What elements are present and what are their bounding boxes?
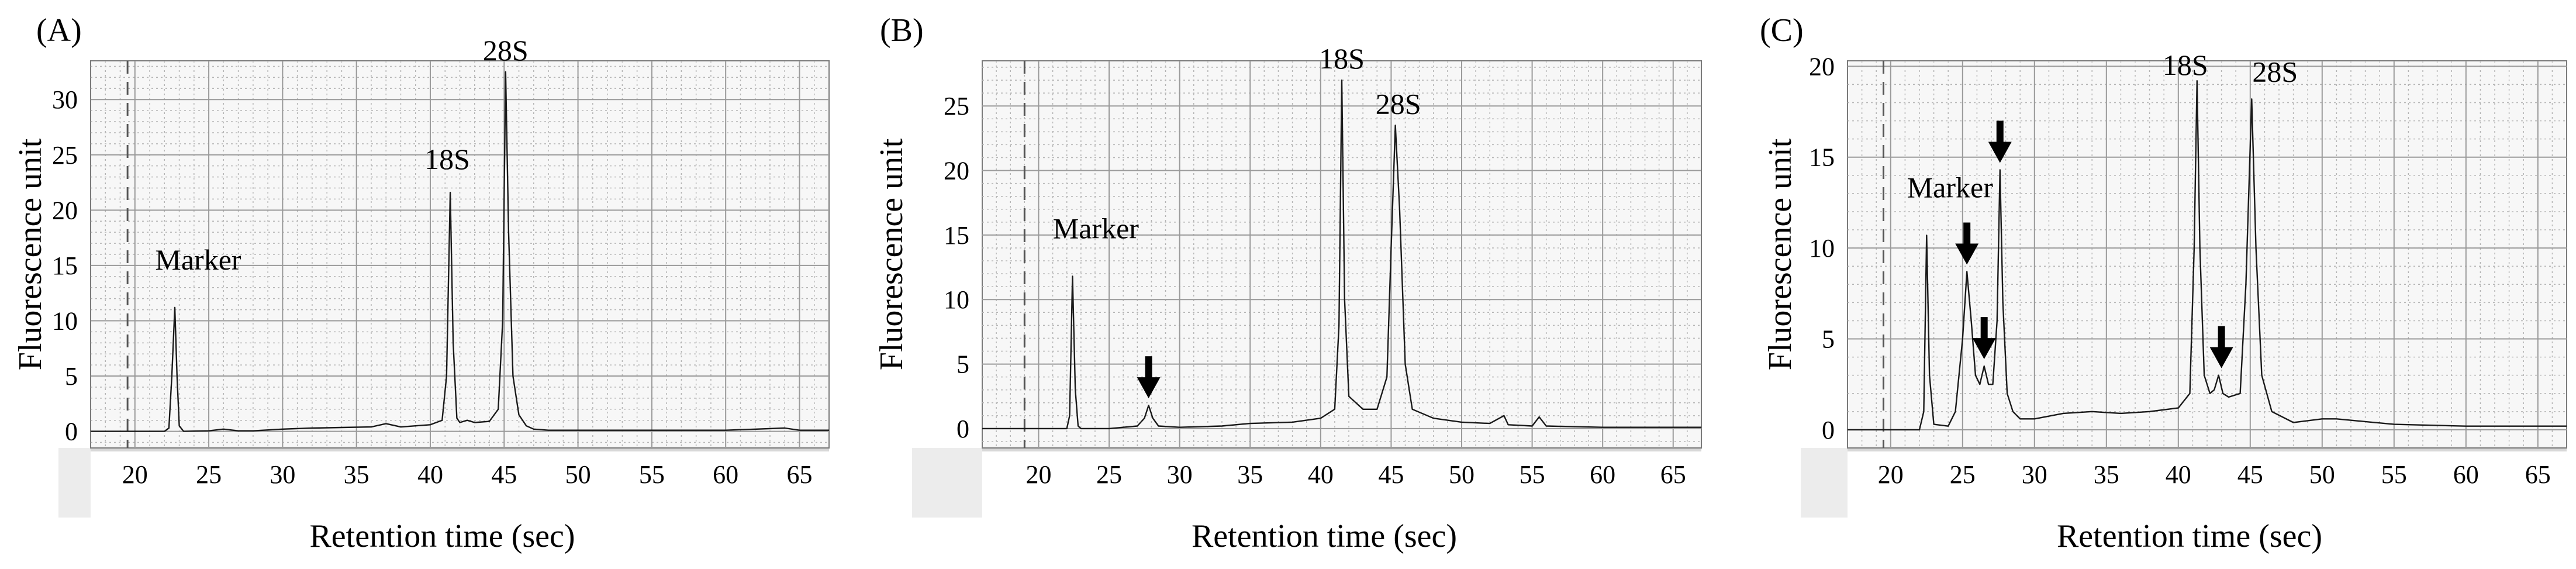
y-tick-label: 10 <box>52 306 78 335</box>
y-axis-title: Fluorescence unit <box>873 138 910 370</box>
y-tick-label: 5 <box>956 350 969 379</box>
x-tick-label: 65 <box>1660 460 1686 489</box>
down-arrow-icon <box>2209 326 2233 368</box>
y-tick-label: 20 <box>1809 52 1835 81</box>
peak-label: 18S <box>424 143 470 175</box>
down-arrow-icon <box>1972 317 1996 360</box>
frame-corner <box>1801 448 1848 518</box>
down-arrow-icon <box>1137 356 1161 399</box>
down-arrow-icon <box>1955 222 1979 265</box>
x-tick-label: 60 <box>1590 460 1615 489</box>
x-tick-label: 50 <box>1449 460 1475 489</box>
x-tick-label: 55 <box>2381 460 2407 489</box>
y-axis-title: Fluorescence unit <box>1762 138 1798 370</box>
y-axis-title: Fluorescence unit <box>12 138 49 370</box>
x-tick-label: 55 <box>1520 460 1545 489</box>
frame-corner <box>58 448 91 518</box>
frame-bottom-strip <box>982 448 1701 451</box>
x-tick-label: 35 <box>2094 460 2119 489</box>
x-axis-title: Retention time (sec) <box>309 518 575 554</box>
y-tick-label: 0 <box>65 418 78 446</box>
x-tick-label: 55 <box>639 460 665 489</box>
y-tick-label: 25 <box>944 92 969 120</box>
chart-panel-c: 20 25 30 35 40 45 50 55 60 65 0 5 10 15 20 Retention ti… <box>1760 12 2567 554</box>
x-tick-label: 25 <box>1096 460 1122 489</box>
x-tick-label: 40 <box>1308 460 1334 489</box>
y-tick-label: 25 <box>52 141 78 170</box>
grid <box>1848 61 2567 448</box>
y-tick-label: 0 <box>956 415 969 443</box>
y-tick-label: 0 <box>1822 416 1835 444</box>
x-tick-label: 60 <box>713 460 738 489</box>
x-tick-label: 30 <box>270 460 295 489</box>
peak-label: 28S <box>483 34 529 67</box>
peak-label: 18S <box>1319 42 1365 75</box>
y-tick-label: 5 <box>1822 325 1835 354</box>
x-axis-title: Retention time (sec) <box>1192 518 1457 554</box>
x-tick-label: 25 <box>196 460 222 489</box>
y-tick-label: 20 <box>944 157 969 185</box>
y-tick-label: 10 <box>1809 234 1835 263</box>
electropherogram-trace <box>982 79 1701 430</box>
grid <box>982 61 1701 448</box>
peak-label: Marker <box>155 243 241 276</box>
x-tick-label: 20 <box>1025 460 1051 489</box>
x-tick-label: 30 <box>2022 460 2047 489</box>
x-tick-label: 50 <box>2309 460 2335 489</box>
frame-bottom-strip <box>1848 448 2567 451</box>
peak-label: 28S <box>1376 87 1421 120</box>
x-tick-label: 20 <box>122 460 148 489</box>
frame-corner <box>912 448 982 518</box>
chart-panel-a: 20 25 30 35 40 45 50 55 60 65 0 5 10 15 20 25 30 Retentio… <box>12 12 830 554</box>
peak-label: 18S <box>2163 49 2208 81</box>
panel-letter: (C) <box>1760 12 1804 49</box>
panel-letter: (A) <box>36 12 82 49</box>
x-tick-label: 60 <box>2453 460 2479 489</box>
x-tick-label: 35 <box>1237 460 1263 489</box>
x-tick-label: 45 <box>1378 460 1404 489</box>
down-arrow-icon <box>1988 120 2012 163</box>
x-tick-label: 45 <box>491 460 517 489</box>
x-axis-title: Retention time (sec) <box>2057 518 2322 554</box>
x-tick-label: 30 <box>1167 460 1193 489</box>
electropherogram-trace <box>1848 80 2567 431</box>
frame-bottom-strip <box>91 448 829 451</box>
y-tick-label: 15 <box>944 221 969 250</box>
y-tick-label: 15 <box>52 251 78 280</box>
x-tick-label: 65 <box>2525 460 2551 489</box>
x-tick-label: 40 <box>2166 460 2191 489</box>
y-tick-label: 10 <box>944 285 969 314</box>
x-tick-label: 50 <box>565 460 591 489</box>
y-tick-label: 5 <box>65 362 78 391</box>
peak-label: 28S <box>2252 55 2298 88</box>
peak-label: Marker <box>1907 171 1993 204</box>
x-tick-label: 35 <box>344 460 370 489</box>
peak-label: Marker <box>1053 212 1139 245</box>
x-tick-label: 45 <box>2237 460 2263 489</box>
panel-letter: (B) <box>880 12 924 49</box>
chart-panel-b: 20 25 30 35 40 45 50 55 60 65 0 5 10 15 20 25 Retention … <box>873 12 1702 554</box>
x-tick-label: 65 <box>786 460 812 489</box>
x-tick-label: 40 <box>417 460 443 489</box>
electropherogram-trace <box>91 71 829 432</box>
y-tick-label: 20 <box>52 196 78 225</box>
x-tick-label: 25 <box>1950 460 1976 489</box>
y-tick-label: 30 <box>52 85 78 114</box>
y-tick-label: 15 <box>1809 143 1835 172</box>
x-tick-label: 20 <box>1878 460 1904 489</box>
